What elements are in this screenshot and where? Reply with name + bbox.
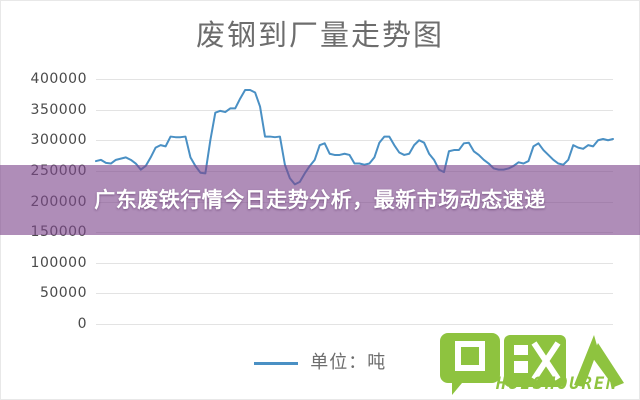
huishouren-logo-icon: [440, 333, 624, 395]
overlay-banner: 广东废铁行情今日走势分析，最新市场动态速递: [0, 165, 640, 235]
y-axis-tick-label: 300000: [30, 132, 87, 148]
watermark-brand-text: HUISHOUREN: [496, 374, 619, 394]
y-axis-tick-label: 0: [77, 316, 87, 332]
gridline: [96, 140, 613, 141]
y-axis-tick-label: 100000: [30, 255, 87, 271]
gridline: [96, 263, 613, 264]
gridline: [96, 110, 613, 111]
y-axis-tick-label: 50000: [39, 285, 87, 301]
gridline: [96, 324, 613, 325]
gridline: [96, 293, 613, 294]
y-axis-tick-label: 400000: [30, 71, 87, 87]
y-axis-tick-label: 350000: [30, 102, 87, 118]
chart-legend: 单位：吨: [1, 353, 639, 373]
chart-series-line: [96, 79, 613, 324]
gridline: [96, 79, 613, 80]
watermark-logo: HUISHOUREN: [438, 331, 634, 397]
legend-label: 单位：吨: [310, 352, 387, 373]
overlay-banner-headline: 广东废铁行情今日走势分析，最新市场动态速递: [94, 187, 546, 212]
chart-title: 废钢到厂量走势图: [195, 18, 444, 52]
series-line-swatch: [253, 361, 298, 365]
